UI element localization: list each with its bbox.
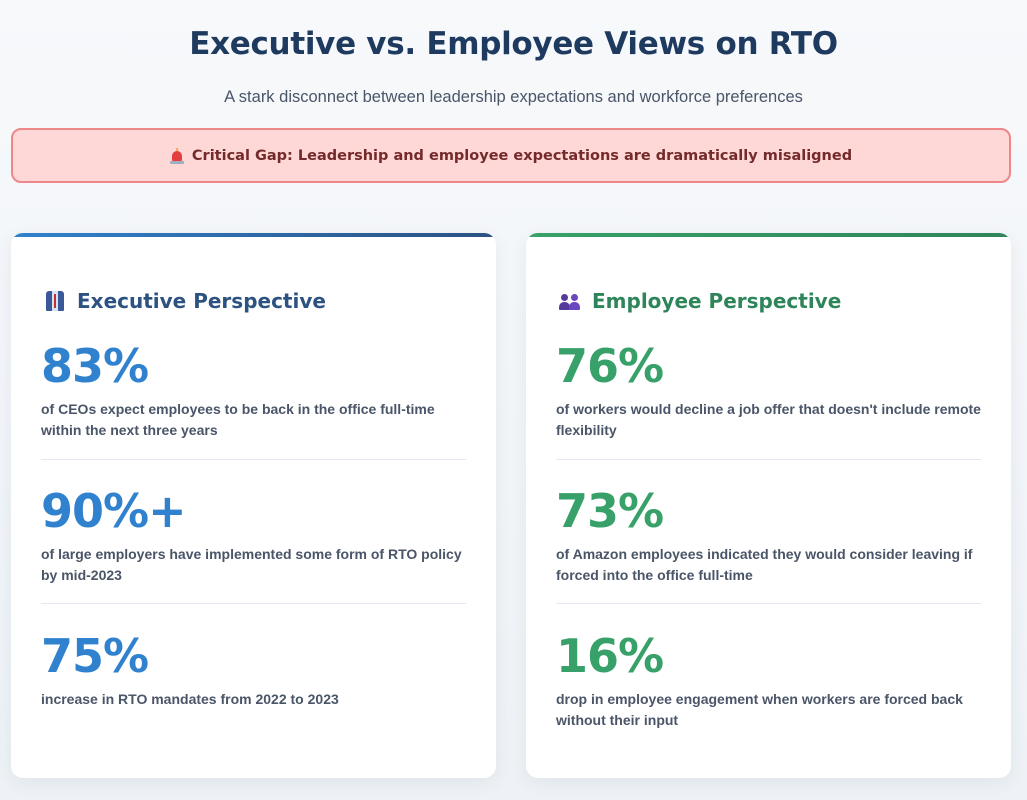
stat-value: 75% bbox=[41, 629, 149, 683]
page-title: Executive vs. Employee Views on RTO bbox=[189, 26, 838, 62]
executive-card-header: Executive Perspective bbox=[43, 289, 326, 313]
employee-card-title: Employee Perspective bbox=[592, 289, 842, 313]
stat-description: increase in RTO mandates from 2022 to 20… bbox=[41, 691, 339, 707]
executive-stat-2: 90%+ of large employers have implemented… bbox=[41, 488, 466, 586]
page-subtitle: A stark disconnect between leadership ex… bbox=[224, 88, 803, 106]
stat-description: of large employers have implemented some… bbox=[41, 546, 462, 583]
executive-icon bbox=[43, 289, 67, 313]
stat-value: 73% bbox=[556, 484, 664, 538]
stat-value: 90%+ bbox=[41, 484, 187, 538]
stat-value: 16% bbox=[556, 629, 664, 683]
stat-description: of CEOs expect employees to be back in t… bbox=[41, 401, 435, 438]
stat-description: of Amazon employees indicated they would… bbox=[556, 546, 973, 583]
divider bbox=[41, 603, 466, 604]
executive-perspective-card: Executive Perspective 83% of CEOs expect… bbox=[11, 233, 496, 778]
stat-description: of workers would decline a job offer tha… bbox=[556, 401, 981, 438]
employee-stat-1: 76% of workers would decline a job offer… bbox=[556, 343, 981, 441]
stat-description: drop in employee engagement when workers… bbox=[556, 691, 963, 728]
siren-icon bbox=[169, 147, 184, 164]
employees-icon bbox=[558, 289, 582, 313]
divider bbox=[41, 459, 466, 460]
executive-stat-3: 75% increase in RTO mandates from 2022 t… bbox=[41, 633, 466, 710]
employee-perspective-card: Employee Perspective 76% of workers woul… bbox=[526, 233, 1011, 778]
divider bbox=[556, 603, 981, 604]
card-accent-bar bbox=[11, 233, 496, 237]
employee-card-header: Employee Perspective bbox=[558, 289, 841, 313]
employee-stat-3: 16% drop in employee engagement when wor… bbox=[556, 633, 981, 731]
card-accent-bar bbox=[526, 233, 1011, 237]
alert-text: Critical Gap: Leadership and employee ex… bbox=[191, 147, 853, 164]
stat-value: 76% bbox=[556, 339, 664, 393]
executive-card-title: Executive Perspective bbox=[77, 289, 326, 313]
divider bbox=[556, 459, 981, 460]
executive-stat-1: 83% of CEOs expect employees to be back … bbox=[41, 343, 466, 441]
stat-value: 83% bbox=[41, 339, 149, 393]
critical-gap-alert: Critical Gap: Leadership and employee ex… bbox=[11, 128, 1011, 183]
employee-stat-2: 73% of Amazon employees indicated they w… bbox=[556, 488, 981, 586]
